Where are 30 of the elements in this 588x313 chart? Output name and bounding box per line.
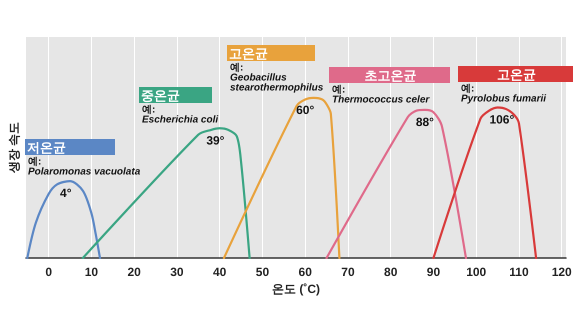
x-tick-label: 30 — [170, 265, 184, 279]
x-tick-label: 10 — [84, 265, 98, 279]
annotation: 예: Escherichia coli — [142, 104, 218, 126]
annotation: 39° — [206, 133, 225, 148]
x-tick-label: 110 — [509, 265, 529, 279]
name-tag: 고온균 — [227, 45, 315, 61]
annotation: 예: Pyrolobus fumarii — [461, 84, 546, 104]
x-tick-label: 70 — [341, 265, 355, 279]
annotation: 88° — [416, 114, 434, 129]
x-tick-label: 100 — [466, 265, 487, 279]
x-tick-label: 50 — [256, 265, 270, 279]
x-tick-label: 0 — [45, 265, 52, 279]
name-tag: 중온균 — [139, 87, 212, 103]
y-axis-title: 생장 속도 — [7, 122, 21, 174]
annotation: 106° — [489, 112, 514, 126]
annotation: 4° — [60, 186, 72, 200]
name-tag: 초고온균 — [329, 67, 450, 83]
x-tick-label: 60 — [298, 265, 312, 279]
x-tick-label: 90 — [426, 265, 440, 279]
annotation: 60° — [296, 102, 314, 117]
text: 예: Geobacillus stearothermophilus — [230, 62, 324, 94]
x-tick-label: 40 — [213, 265, 227, 279]
annotation: 예: Polaromonas vacuolata — [28, 156, 141, 178]
x-tick-label: 20 — [127, 265, 142, 279]
annotation: 예: Thermococcus celer — [332, 84, 430, 106]
name-tag: 저온균 — [25, 139, 115, 155]
x-tick-label: 120 — [552, 265, 572, 279]
x-tick-label: 80 — [384, 265, 398, 279]
name-tag: 고온균 — [458, 66, 573, 82]
x-axis-title: 온도 (˚C) — [272, 282, 320, 296]
